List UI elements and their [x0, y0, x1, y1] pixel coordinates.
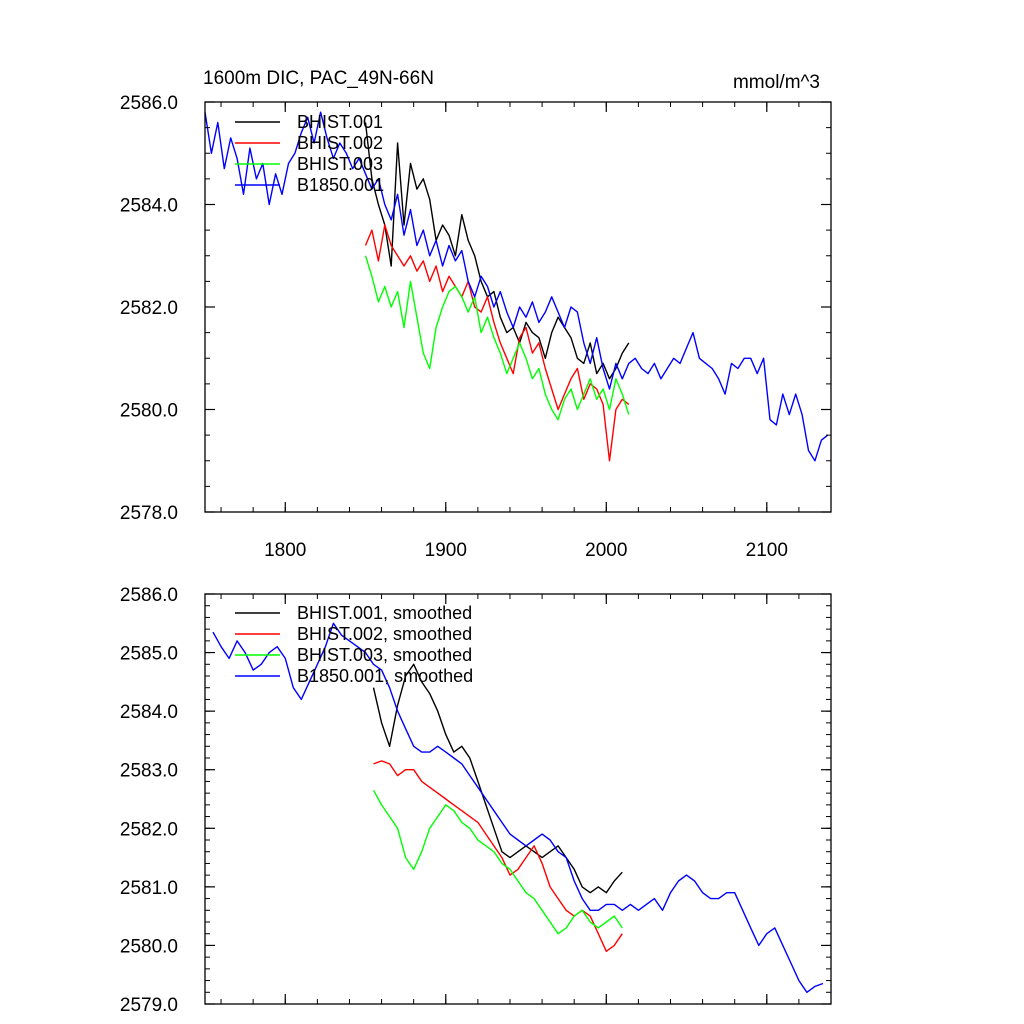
top-legend-label-bhist-002: BHIST.002: [297, 133, 383, 153]
bottom-ytick-label: 2579.0: [120, 995, 178, 1016]
bottom-ytick-label: 2580.0: [120, 936, 178, 957]
top-xtick-label: 2000: [585, 540, 627, 561]
top-series-b1850-001: [204, 111, 829, 462]
bottom-legend-label-bhist-003-smoothed: BHIST.003, smoothed: [297, 645, 472, 665]
bottom-panel-frame: [204, 593, 832, 1005]
top-ytick-label: 2578.0: [120, 503, 178, 524]
bottom-ytick-label: 2585.0: [120, 644, 178, 665]
top-legend-label-b1850-001: B1850.001: [297, 175, 384, 195]
bottom-ytick-label: 2583.0: [120, 761, 178, 782]
top-legend-label-bhist-003: BHIST.003: [297, 154, 383, 174]
top-series-bhist-001: [364, 122, 630, 380]
top-xtick-label: 1900: [425, 540, 467, 561]
bottom-legend-label-bhist-001-smoothed: BHIST.001, smoothed: [297, 603, 472, 623]
top-ytick-label: 2584.0: [120, 196, 178, 217]
bottom-ytick-label: 2581.0: [120, 878, 178, 899]
top-xtick-label: 2100: [746, 540, 788, 561]
top-legend-label-bhist-001: BHIST.001: [297, 112, 383, 132]
bottom-panel-series: [212, 622, 824, 993]
top-ytick-label: 2580.0: [120, 401, 178, 422]
bottom-series-b1850-001-smoothed: [212, 622, 824, 993]
top-series-bhist-003: [364, 255, 630, 421]
top-panel: 1600m DIC, PAC_49N-66N mmol/m^3 2578.0 25…: [120, 68, 832, 561]
bottom-series-bhist-001-smoothed: [372, 663, 623, 894]
bottom-legend-label-bhist-002-smoothed: BHIST.002, smoothed: [297, 624, 472, 644]
bottom-legend-label-b1850-001-smoothed: B1850.001, smoothed: [297, 666, 473, 686]
bottom-panel: 2579.0 2580.0 2581.0 2582.0 2583.0 2584.0 2585…: [120, 585, 832, 1016]
top-panel-title: 1600m DIC, PAC_49N-66N: [203, 68, 434, 89]
top-ytick-label: 2586.0: [120, 93, 178, 114]
bottom-ytick-label: 2586.0: [120, 585, 178, 606]
bottom-series-bhist-003-smoothed: [372, 789, 623, 935]
top-panel-series: [204, 111, 829, 462]
top-series-bhist-002: [364, 224, 630, 462]
top-xtick-label: 1800: [264, 540, 306, 561]
bottom-ytick-label: 2582.0: [120, 819, 178, 840]
top-panel-units: mmol/m^3: [733, 72, 820, 93]
bottom-ytick-label: 2584.0: [120, 702, 178, 723]
top-ytick-label: 2582.0: [120, 298, 178, 319]
